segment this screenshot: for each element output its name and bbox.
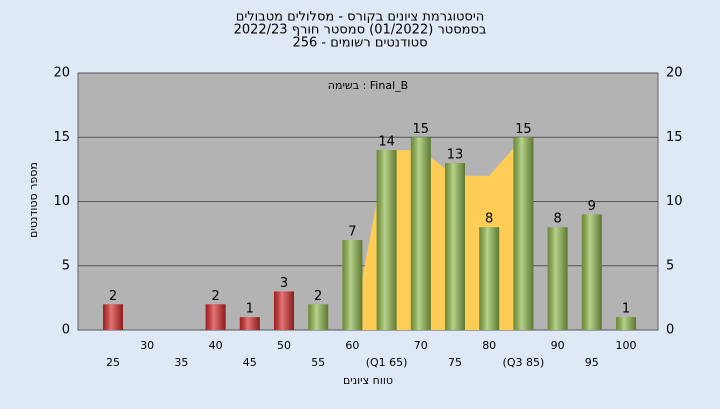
data-label: 14 bbox=[378, 135, 395, 150]
data-label: 13 bbox=[447, 147, 464, 162]
x-axis-label: טווח ציונים bbox=[343, 374, 393, 387]
bar-shade bbox=[513, 137, 534, 330]
y2-tick-label: 10 bbox=[666, 194, 683, 209]
bar-shade bbox=[308, 304, 329, 330]
bar-shade bbox=[581, 214, 602, 330]
y2-tick-label: 20 bbox=[666, 66, 683, 81]
y-tick-label: 15 bbox=[53, 130, 70, 145]
data-label: 2 bbox=[314, 289, 322, 304]
x-tick-label: 75 bbox=[448, 356, 462, 369]
x-tick-label: 30 bbox=[140, 339, 154, 352]
x-tick-label: 95 bbox=[585, 356, 599, 369]
y2-tick-label: 15 bbox=[666, 130, 683, 145]
x-tick-label: 55 bbox=[311, 356, 325, 369]
y-tick-label: 5 bbox=[62, 258, 70, 273]
chart-title: היסטוגרמת ציונים בקורס - מסלולים מטבולים bbox=[236, 10, 485, 25]
chart-subtitle: סטודנטים רשומים - 256 bbox=[292, 36, 427, 51]
bar-shade bbox=[616, 317, 636, 330]
data-label: 1 bbox=[622, 302, 630, 317]
data-label: 1 bbox=[246, 302, 254, 317]
annotation: בשימה : Final_B bbox=[328, 79, 408, 92]
bar-shade bbox=[239, 317, 260, 330]
y-axis-label: מספר סטודנטים bbox=[27, 162, 40, 238]
bar-shade bbox=[445, 162, 465, 330]
data-label: 15 bbox=[413, 122, 430, 137]
bar-shade bbox=[376, 150, 397, 330]
data-label: 2 bbox=[211, 289, 219, 304]
data-label: 2 bbox=[109, 289, 117, 304]
bar-shade bbox=[342, 240, 363, 330]
y-tick-label: 0 bbox=[62, 323, 70, 338]
x-tick-label: 90 bbox=[551, 339, 565, 352]
y-tick-label: 10 bbox=[53, 194, 70, 209]
x-tick-label: 60 bbox=[345, 339, 359, 352]
x-tick-label: 35 bbox=[174, 356, 188, 369]
y2-tick-label: 0 bbox=[666, 323, 674, 338]
data-label: 7 bbox=[348, 225, 356, 240]
bar-shade bbox=[205, 304, 226, 330]
data-label: 15 bbox=[515, 122, 532, 137]
x-tick-label: (Q1 65) bbox=[366, 356, 408, 369]
data-label: 8 bbox=[485, 212, 493, 227]
x-tick-label: 50 bbox=[277, 339, 291, 352]
bar-shade bbox=[103, 304, 123, 330]
bar-shade bbox=[410, 137, 431, 330]
x-tick-label: 70 bbox=[414, 339, 428, 352]
x-tick-label: 45 bbox=[243, 356, 257, 369]
x-tick-label: (Q3 85) bbox=[503, 356, 545, 369]
bar-shade bbox=[547, 227, 568, 330]
chart-subtitle: בסמסטר (01/2022) סמסטר חורף 2022/23 bbox=[234, 23, 487, 38]
y2-tick-label: 5 bbox=[666, 258, 674, 273]
x-tick-label: 25 bbox=[106, 356, 120, 369]
x-tick-label: 80 bbox=[482, 339, 496, 352]
bar-shade bbox=[479, 227, 500, 330]
x-tick-label: 40 bbox=[209, 339, 223, 352]
y-tick-label: 20 bbox=[53, 66, 70, 81]
data-label: 8 bbox=[553, 212, 561, 227]
data-label: 3 bbox=[280, 276, 288, 291]
bar-shade bbox=[274, 291, 294, 330]
x-tick-label: 100 bbox=[616, 339, 637, 352]
data-label: 9 bbox=[588, 199, 596, 214]
